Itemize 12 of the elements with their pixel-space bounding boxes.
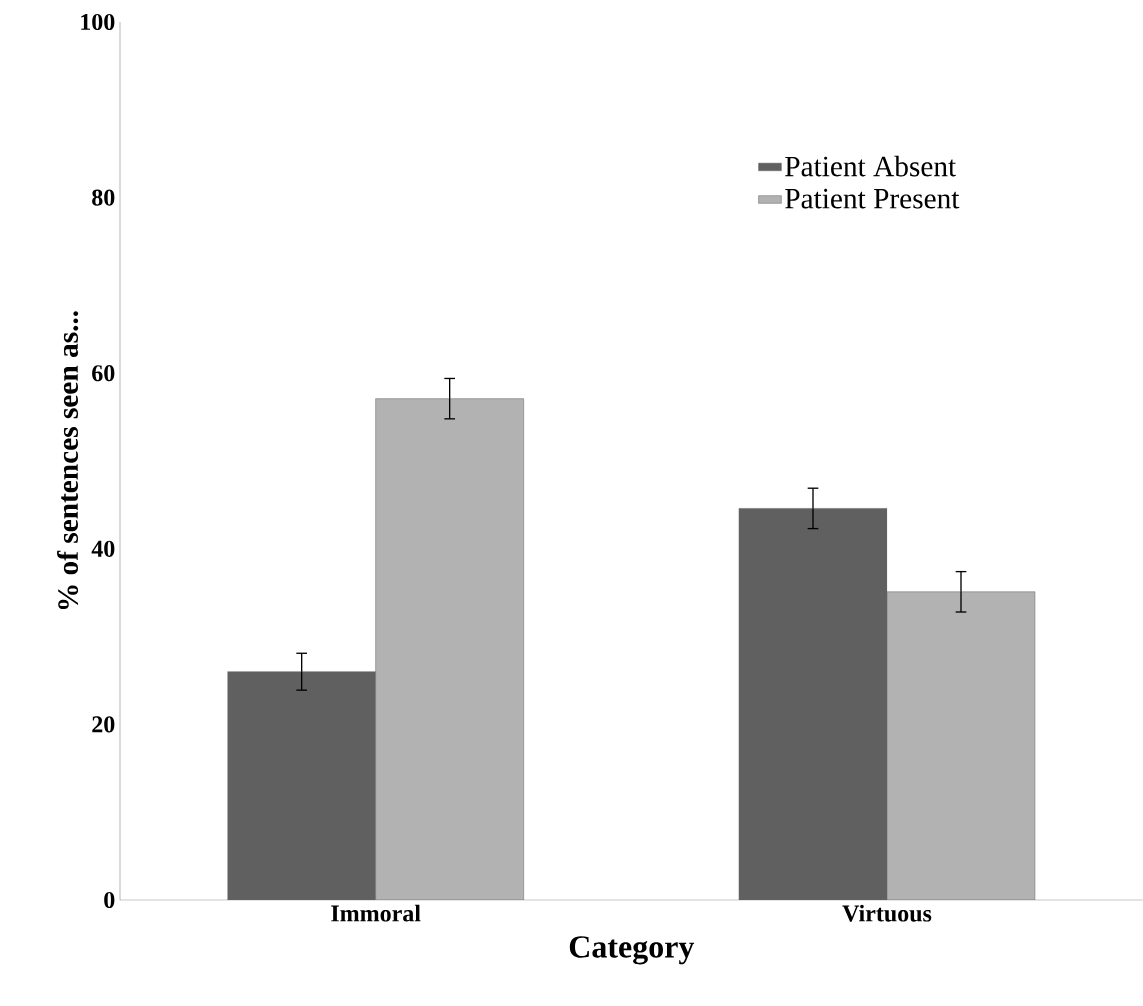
y-tick-label: 80 <box>92 189 115 206</box>
x-tick-label: Virtuous <box>842 904 932 922</box>
legend-label: Patient Present <box>785 188 960 209</box>
y-tick-label: 60 <box>92 365 115 382</box>
y-tick-label: 20 <box>92 716 115 733</box>
y-tick-label: 100 <box>81 13 115 31</box>
x-tick-label: Immoral <box>331 904 421 922</box>
x-axis-title: Category <box>569 936 695 965</box>
y-axis-title: % of sentences seen as... <box>57 311 79 610</box>
legend-label: Patient Absent <box>785 155 957 177</box>
y-tick-label: 40 <box>91 540 115 557</box>
y-tick-label: 0 <box>104 891 115 909</box>
